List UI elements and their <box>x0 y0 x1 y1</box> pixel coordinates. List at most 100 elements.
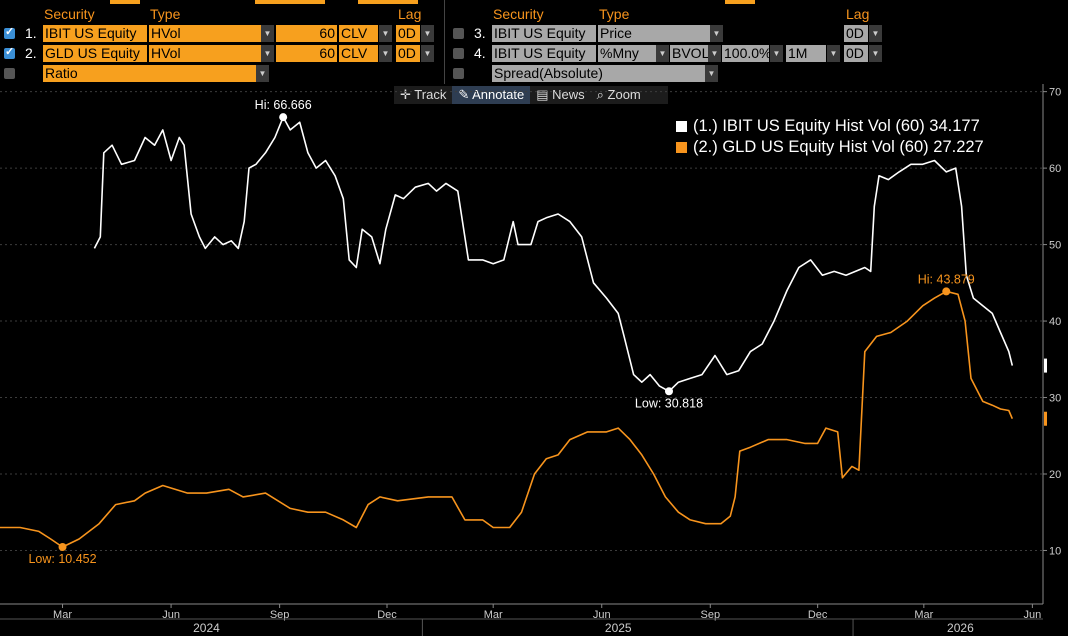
row4-checkbox[interactable] <box>453 48 464 59</box>
row4-type-field[interactable]: %Mny <box>598 45 656 62</box>
row3-type-field[interactable]: Price <box>598 25 710 42</box>
x-tick-label: Jun <box>162 609 180 621</box>
crosshair-icon: ✛ <box>400 87 411 102</box>
chart-legend: (1.) IBIT US Equity Hist Vol (60) 34.177… <box>676 116 984 158</box>
panel-divider <box>444 0 445 84</box>
header-security-right: Security <box>493 6 544 22</box>
legend-entry-ibit[interactable]: (1.) IBIT US Equity Hist Vol (60) 34.177 <box>676 116 984 137</box>
row3-lag-dropdown[interactable]: ▼ <box>869 25 882 42</box>
header-lag-right: Lag <box>846 6 870 22</box>
row4-lag-dropdown[interactable]: ▼ <box>869 45 882 62</box>
pencil-icon: ✎ <box>458 87 470 102</box>
row1-lag-dropdown[interactable]: ▼ <box>421 25 434 42</box>
magnifier-icon: ⌕ <box>596 87 604 102</box>
row4-security-field[interactable]: IBIT US Equity <box>492 45 596 62</box>
row3-checkbox[interactable] <box>453 28 464 39</box>
row2-type-dropdown[interactable]: ▼ <box>261 45 274 62</box>
row2-lag-field[interactable]: 0D <box>396 45 420 62</box>
row4-tenor-dropdown[interactable]: ▼ <box>827 45 840 62</box>
y-tick-label: 70 <box>1049 87 1061 99</box>
row4-number: 4. <box>474 45 486 61</box>
annotation-label: Low: 30.818 <box>635 396 703 410</box>
row2-type-field[interactable]: HVol <box>149 45 261 62</box>
row1-clv-dropdown[interactable]: ▼ <box>379 25 392 42</box>
chart-toolbar: ✛ Track ✎ Annotate ▤ News ⌕ Zoom <box>394 86 668 104</box>
annotate-label: Annotate <box>472 87 525 102</box>
legend-swatch-gld <box>676 142 687 153</box>
row2-lag-dropdown[interactable]: ▼ <box>421 45 434 62</box>
header-type-left: Type <box>150 6 181 22</box>
top-strip-mid <box>255 0 325 4</box>
row4-pct-field[interactable]: 100.0% <box>722 45 769 62</box>
row2-clv-dropdown[interactable]: ▼ <box>379 45 392 62</box>
row1-clv-field[interactable]: CLV <box>339 25 378 42</box>
track-button[interactable]: ✛ Track <box>394 86 452 104</box>
y-tick-label: 20 <box>1049 469 1061 481</box>
legend-value-ibit: 34.177 <box>929 117 980 135</box>
row4-bvol-field[interactable]: BVOL <box>670 45 708 62</box>
row1-security-field[interactable]: IBIT US Equity <box>43 25 147 42</box>
row2-security-field[interactable]: GLD US Equity <box>43 45 147 62</box>
x-tick-label: Mar <box>484 609 503 621</box>
header-security-left: Security <box>44 6 95 22</box>
row2-checkbox[interactable] <box>4 45 15 59</box>
row4-lag-field[interactable]: 0D <box>844 45 868 62</box>
row2-period-field[interactable]: 60 <box>276 45 337 62</box>
news-icon: ▤ <box>536 87 549 102</box>
legend-label-gld: (2.) GLD US Equity Hist Vol (60) <box>693 138 929 156</box>
last-value-marker-gld <box>1044 411 1047 426</box>
spread-dropdown[interactable]: ▼ <box>705 65 718 82</box>
series-line-gld <box>0 290 1014 548</box>
track-label: Track <box>414 87 447 102</box>
legend-swatch-ibit <box>676 121 687 132</box>
row1-checkbox[interactable] <box>4 25 15 39</box>
y-tick-label: 40 <box>1049 316 1061 328</box>
y-tick-label: 50 <box>1049 240 1061 252</box>
row4-pct-dropdown[interactable]: ▼ <box>770 45 783 62</box>
annotate-button[interactable]: ✎ Annotate <box>452 86 531 104</box>
row2-number: 2. <box>25 45 37 61</box>
news-label: News <box>552 87 585 102</box>
ratio-field[interactable]: Ratio <box>43 65 256 82</box>
annotation-dot <box>664 387 673 396</box>
ratio-dropdown[interactable]: ▼ <box>256 65 269 82</box>
top-strip-left <box>110 0 140 4</box>
row1-number: 1. <box>25 25 37 41</box>
spread-field[interactable]: Spread(Absolute) <box>492 65 705 82</box>
annotation-label: Low: 10.452 <box>28 552 96 566</box>
x-tick-label: Dec <box>377 609 397 621</box>
spread-checkbox[interactable] <box>453 68 464 79</box>
row3-security-field[interactable]: IBIT US Equity <box>492 25 596 42</box>
row4-tenor-field[interactable]: 1M <box>786 45 826 62</box>
row3-lag-field[interactable]: 0D <box>844 25 868 42</box>
annotation-dot <box>279 113 288 122</box>
row1-type-field[interactable]: HVol <box>149 25 261 42</box>
header-lag-left: Lag <box>398 6 422 22</box>
row1-period-field[interactable]: 60 <box>276 25 337 42</box>
legend-label-ibit: (1.) IBIT US Equity Hist Vol (60) <box>693 117 925 135</box>
news-button[interactable]: ▤ News <box>530 86 590 104</box>
row1-lag-field[interactable]: 0D <box>396 25 420 42</box>
x-tick-label: Sep <box>270 609 290 621</box>
row2-clv-field[interactable]: CLV <box>339 45 378 62</box>
zoom-label: Zoom <box>607 87 641 102</box>
row4-type-dropdown[interactable]: ▼ <box>656 45 669 62</box>
row3-type-dropdown[interactable]: ▼ <box>710 25 723 42</box>
zoom-button[interactable]: ⌕ Zoom <box>591 86 647 104</box>
annotation-dot <box>58 543 67 552</box>
top-strip-far <box>725 0 755 4</box>
row1-type-dropdown[interactable]: ▼ <box>261 25 274 42</box>
legend-entry-gld[interactable]: (2.) GLD US Equity Hist Vol (60) 27.227 <box>676 137 984 158</box>
header-type-right: Type <box>599 6 630 22</box>
row4-bvol-dropdown[interactable]: ▼ <box>708 45 721 62</box>
ratio-checkbox[interactable] <box>4 68 15 79</box>
annotation-label: Hi: 43.879 <box>918 272 975 286</box>
annotation-label: Hi: 66.666 <box>255 98 312 112</box>
year-label: 2024 <box>193 621 220 635</box>
row3-number: 3. <box>474 25 486 41</box>
year-label: 2026 <box>947 621 974 635</box>
series-line-ibit <box>93 116 1014 393</box>
y-tick-label: 60 <box>1049 163 1061 175</box>
annotation-dot <box>942 287 951 296</box>
